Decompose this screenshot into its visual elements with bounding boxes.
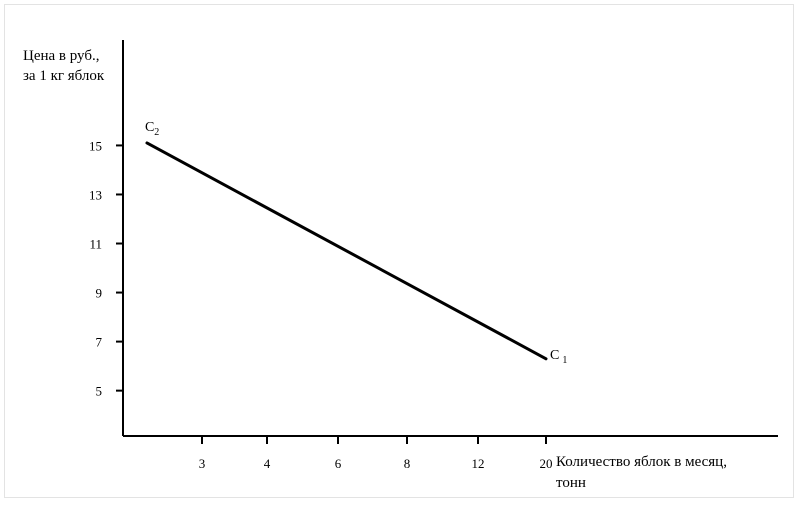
y-tick-label: 5	[96, 384, 103, 399]
y-tick-label: 13	[89, 187, 102, 202]
x-tick-label: 6	[335, 456, 342, 471]
x-ticks: 3 4 6 8 12 20	[199, 436, 553, 471]
y-tick-label: 11	[89, 237, 102, 252]
y-axis-title-line-2: за 1 кг яблок	[23, 68, 105, 84]
x-tick-label: 20	[540, 456, 553, 471]
y-tick-label: 9	[96, 286, 103, 301]
x-tick-label: 4	[264, 456, 271, 471]
x-tick-label: 12	[472, 456, 485, 471]
y-ticks: 15 13 11 9 7 5	[89, 138, 123, 399]
y-tick-label: 7	[96, 335, 103, 350]
x-axis-title-line-2: тонн	[556, 475, 586, 491]
x-tick-label: 3	[199, 456, 206, 471]
series: С2 С 1	[145, 120, 567, 366]
x-axis-title-line-1: Количество яблок в месяц,	[556, 454, 727, 470]
chart-frame	[4, 4, 794, 498]
y-tick-label: 15	[89, 138, 102, 153]
y-axis-title-line-1: Цена в руб.,	[23, 48, 100, 64]
x-tick-label: 8	[404, 456, 411, 471]
point-label: С2	[145, 120, 159, 138]
axes	[122, 40, 778, 437]
demand-line	[145, 141, 548, 361]
